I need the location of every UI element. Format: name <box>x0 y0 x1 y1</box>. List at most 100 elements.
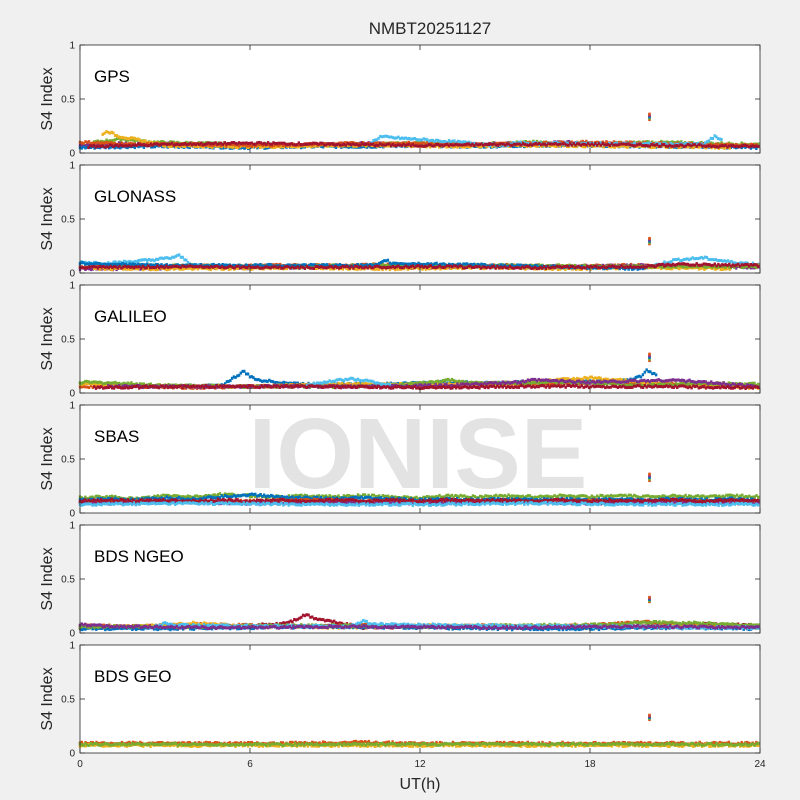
data-point <box>126 137 129 140</box>
data-point <box>346 142 349 145</box>
data-point <box>641 144 644 148</box>
data-point <box>435 261 438 265</box>
data-point <box>440 143 443 147</box>
data-point <box>248 144 252 148</box>
data-point <box>82 145 85 149</box>
data-point <box>370 142 373 146</box>
data-point <box>98 262 101 265</box>
data-point <box>322 143 326 147</box>
data-point <box>435 138 438 142</box>
data-point <box>428 267 431 271</box>
data-point <box>321 265 325 269</box>
data-point <box>677 257 680 261</box>
data-point <box>242 267 245 271</box>
data-point <box>469 262 472 266</box>
data-point <box>236 266 240 270</box>
data-point <box>291 265 294 269</box>
data-point <box>711 263 715 267</box>
data-point <box>243 143 246 147</box>
data-point <box>721 259 724 263</box>
data-point <box>494 143 498 147</box>
data-point <box>204 265 208 269</box>
data-point <box>451 265 454 269</box>
data-point <box>371 145 374 149</box>
data-point <box>740 144 744 148</box>
data-point <box>697 263 700 267</box>
data-point <box>639 144 642 148</box>
data-point <box>569 264 573 268</box>
data-point <box>352 266 355 270</box>
data-point <box>650 264 654 268</box>
data-point <box>185 263 188 267</box>
data-point <box>142 268 145 272</box>
data-point <box>103 145 106 149</box>
data-point <box>516 142 519 146</box>
data-point <box>283 144 286 148</box>
data-point <box>132 266 136 269</box>
data-point <box>378 261 381 265</box>
data-point <box>283 141 286 145</box>
data-point <box>321 141 324 145</box>
data-point <box>500 263 503 267</box>
data-point <box>183 142 187 145</box>
data-point <box>636 267 639 271</box>
data-point <box>252 142 255 146</box>
data-point <box>206 265 209 269</box>
data-point <box>87 140 91 144</box>
data-point <box>96 266 100 270</box>
data-point <box>373 141 376 145</box>
data-point <box>670 144 673 148</box>
data-point <box>673 258 677 261</box>
data-point <box>372 266 375 270</box>
data-point <box>247 146 251 150</box>
data-point <box>749 266 753 270</box>
data-point <box>176 263 179 267</box>
data-point <box>391 265 395 268</box>
data-point <box>350 264 353 268</box>
data-point <box>328 263 331 267</box>
data-point <box>474 265 477 269</box>
data-point <box>605 143 608 147</box>
data-point <box>433 265 436 269</box>
data-point <box>388 142 391 146</box>
data-point <box>444 265 447 269</box>
data-point <box>105 263 108 267</box>
data-point <box>197 265 200 269</box>
data-point <box>84 266 87 270</box>
data-point <box>307 264 311 268</box>
data-point <box>686 257 689 261</box>
data-point <box>535 139 539 143</box>
data-point <box>355 144 359 148</box>
data-point <box>458 264 461 268</box>
data-point <box>675 265 678 269</box>
data-point <box>590 142 593 146</box>
data-point <box>87 262 91 266</box>
data-point <box>137 145 140 149</box>
data-point <box>388 265 391 269</box>
data-point <box>603 143 606 147</box>
data-point <box>227 142 230 145</box>
data-point <box>682 258 686 261</box>
data-point <box>156 268 159 271</box>
data-point <box>446 266 449 270</box>
data-point <box>686 143 689 146</box>
data-point <box>422 262 426 266</box>
data-point <box>249 265 253 269</box>
data-point <box>140 262 144 266</box>
data-point <box>117 141 121 145</box>
data-point <box>717 145 720 149</box>
data-point <box>96 264 99 268</box>
data-point <box>673 144 677 148</box>
data-point <box>543 141 546 144</box>
data-point <box>534 144 538 148</box>
data-point <box>670 264 673 267</box>
data-point <box>382 143 385 147</box>
data-point <box>403 262 406 266</box>
data-point <box>710 263 713 267</box>
data-point <box>84 144 87 148</box>
data-point <box>544 267 548 270</box>
data-point <box>91 262 94 266</box>
data-point <box>650 143 653 146</box>
data-point <box>424 263 427 267</box>
